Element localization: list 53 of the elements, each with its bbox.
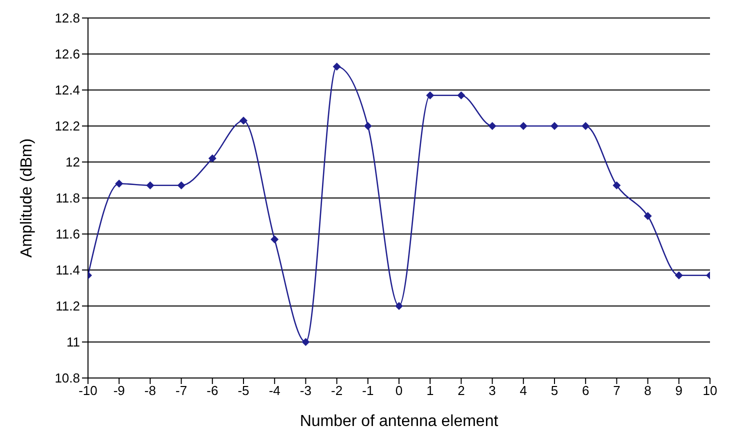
x-tick-label: -6 <box>206 383 218 398</box>
point <box>488 122 496 130</box>
point <box>519 122 528 130</box>
point <box>208 154 216 162</box>
x-tick-label: 10 <box>702 383 718 398</box>
x-tick-label: 5 <box>550 383 558 398</box>
point <box>426 91 434 100</box>
point <box>240 116 248 125</box>
x-tick-label: 8 <box>644 383 652 398</box>
point <box>302 338 310 346</box>
x-tick-label: 4 <box>520 383 528 398</box>
point <box>332 62 341 71</box>
x-axis-title: Number of antenna element <box>300 413 499 430</box>
y-tick-label: 11.4 <box>56 262 80 278</box>
point <box>177 181 186 190</box>
x-tick-label: 7 <box>613 383 620 398</box>
point <box>146 181 154 190</box>
point <box>550 122 558 130</box>
y-axis-title: Amplitude (dBm) <box>18 138 36 258</box>
y-tick-label: 10.8 <box>54 370 80 386</box>
x-tick-label: -1 <box>362 383 374 398</box>
x-tick-label: 1 <box>426 383 434 398</box>
y-tick-label: 12.2 <box>54 118 80 134</box>
x-tick-label: -4 <box>268 383 280 398</box>
y-tick-label: 11.8 <box>56 190 80 206</box>
point <box>582 122 590 130</box>
x-tick-label: 6 <box>582 383 590 398</box>
y-tick-label: 12.4 <box>54 82 80 98</box>
x-tick-label: -3 <box>300 383 312 398</box>
x-tick-label: -5 <box>238 383 250 398</box>
y-tick-label: 11.6 <box>56 226 80 242</box>
point <box>612 181 621 190</box>
point <box>674 271 683 280</box>
point <box>270 235 279 244</box>
x-tick-label: -8 <box>144 383 156 398</box>
x-tick-label: -7 <box>176 383 188 398</box>
point <box>395 302 403 310</box>
x-tick-label: -10 <box>78 383 98 398</box>
point <box>115 180 124 188</box>
x-tick-label: 0 <box>395 383 403 398</box>
y-tick-label: 12.6 <box>54 46 80 62</box>
x-tick-label: 3 <box>488 383 496 398</box>
y-tick-label: 11.2 <box>56 298 80 314</box>
y-tick-label: 12.8 <box>54 10 80 26</box>
point <box>644 212 652 220</box>
x-tick-label: 9 <box>675 383 683 398</box>
point <box>457 91 466 100</box>
y-tick-label: 12 <box>66 154 80 170</box>
x-tick-label: -2 <box>331 383 343 398</box>
x-tick-label: -9 <box>113 383 125 398</box>
y-tick-label: 11 <box>66 334 80 350</box>
x-tick-label: 2 <box>458 383 465 398</box>
point <box>364 122 372 130</box>
